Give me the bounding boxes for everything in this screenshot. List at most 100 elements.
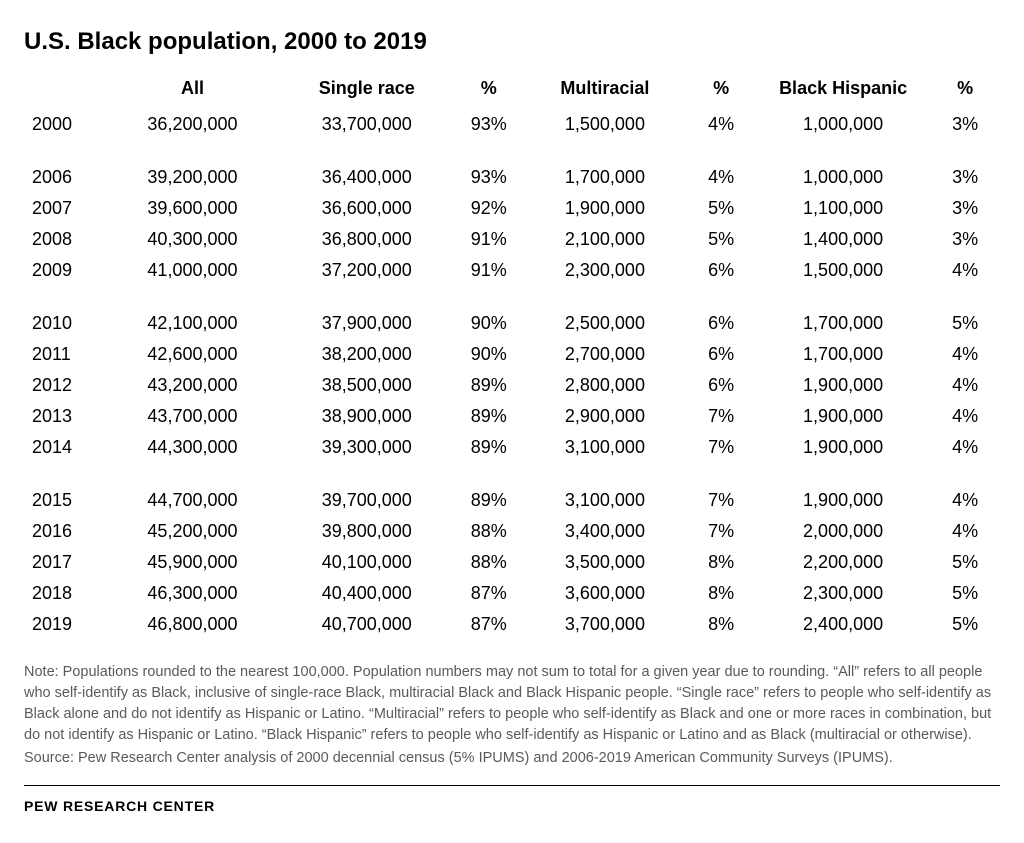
cell-all: 36,200,000 [105, 109, 279, 140]
table-row: 201946,800,00040,700,00087%3,700,0008%2,… [24, 609, 1000, 640]
cell-all: 39,200,000 [105, 162, 279, 193]
table-row: 200739,600,00036,600,00092%1,900,0005%1,… [24, 193, 1000, 224]
cell-hisp-pct: 4% [930, 516, 1000, 547]
population-table: All Single race % Multiracial % Black Hi… [24, 74, 1000, 640]
table-row: 200840,300,00036,800,00091%2,100,0005%1,… [24, 224, 1000, 255]
cell-year: 2007 [24, 193, 105, 224]
cell-single: 38,200,000 [280, 339, 454, 370]
cell-multi: 2,100,000 [524, 224, 687, 255]
cell-multi: 2,800,000 [524, 370, 687, 401]
cell-single: 37,200,000 [280, 255, 454, 286]
cell-hisp-pct: 4% [930, 432, 1000, 463]
table-row: 200941,000,00037,200,00091%2,300,0006%1,… [24, 255, 1000, 286]
cell-hisp: 1,000,000 [756, 109, 930, 140]
cell-multi: 2,700,000 [524, 339, 687, 370]
cell-multi-pct: 4% [686, 109, 756, 140]
cell-multi-pct: 6% [686, 308, 756, 339]
cell-single: 39,800,000 [280, 516, 454, 547]
cell-multi: 3,700,000 [524, 609, 687, 640]
cell-single-pct: 90% [454, 308, 524, 339]
table-row: 201142,600,00038,200,00090%2,700,0006%1,… [24, 339, 1000, 370]
header-hisp-pct: % [930, 74, 1000, 109]
cell-year: 2012 [24, 370, 105, 401]
cell-hisp-pct: 4% [930, 370, 1000, 401]
cell-hisp: 1,900,000 [756, 401, 930, 432]
cell-hisp: 1,900,000 [756, 485, 930, 516]
cell-all: 46,300,000 [105, 578, 279, 609]
cell-multi-pct: 8% [686, 547, 756, 578]
cell-hisp: 2,400,000 [756, 609, 930, 640]
cell-all: 46,800,000 [105, 609, 279, 640]
cell-multi-pct: 6% [686, 370, 756, 401]
cell-single-pct: 91% [454, 224, 524, 255]
cell-hisp-pct: 4% [930, 401, 1000, 432]
cell-hisp: 2,300,000 [756, 578, 930, 609]
table-header-row: All Single race % Multiracial % Black Hi… [24, 74, 1000, 109]
cell-multi-pct: 7% [686, 432, 756, 463]
cell-hisp-pct: 5% [930, 308, 1000, 339]
cell-all: 41,000,000 [105, 255, 279, 286]
cell-single-pct: 93% [454, 109, 524, 140]
table-row: 201846,300,00040,400,00087%3,600,0008%2,… [24, 578, 1000, 609]
cell-single: 36,800,000 [280, 224, 454, 255]
table-row: 201243,200,00038,500,00089%2,800,0006%1,… [24, 370, 1000, 401]
cell-single: 36,400,000 [280, 162, 454, 193]
cell-year: 2011 [24, 339, 105, 370]
header-year [24, 74, 105, 109]
cell-hisp-pct: 3% [930, 193, 1000, 224]
cell-multi-pct: 8% [686, 578, 756, 609]
cell-multi: 3,100,000 [524, 485, 687, 516]
cell-multi: 1,700,000 [524, 162, 687, 193]
cell-single: 40,100,000 [280, 547, 454, 578]
cell-all: 40,300,000 [105, 224, 279, 255]
cell-multi: 3,600,000 [524, 578, 687, 609]
gap-row [24, 140, 1000, 162]
cell-year: 2014 [24, 432, 105, 463]
cell-single-pct: 88% [454, 547, 524, 578]
cell-year: 2010 [24, 308, 105, 339]
cell-single-pct: 90% [454, 339, 524, 370]
cell-single: 40,400,000 [280, 578, 454, 609]
cell-year: 2000 [24, 109, 105, 140]
cell-multi-pct: 6% [686, 255, 756, 286]
cell-year: 2013 [24, 401, 105, 432]
cell-multi: 2,900,000 [524, 401, 687, 432]
cell-hisp: 1,700,000 [756, 308, 930, 339]
cell-hisp-pct: 5% [930, 609, 1000, 640]
cell-all: 45,900,000 [105, 547, 279, 578]
cell-single-pct: 89% [454, 370, 524, 401]
cell-single-pct: 92% [454, 193, 524, 224]
table-row: 201444,300,00039,300,00089%3,100,0007%1,… [24, 432, 1000, 463]
header-all: All [105, 74, 279, 109]
cell-hisp-pct: 3% [930, 162, 1000, 193]
table-row: 201645,200,00039,800,00088%3,400,0007%2,… [24, 516, 1000, 547]
cell-year: 2018 [24, 578, 105, 609]
cell-year: 2016 [24, 516, 105, 547]
table-row: 200639,200,00036,400,00093%1,700,0004%1,… [24, 162, 1000, 193]
cell-multi: 3,400,000 [524, 516, 687, 547]
cell-year: 2009 [24, 255, 105, 286]
header-single-pct: % [454, 74, 524, 109]
cell-year: 2006 [24, 162, 105, 193]
cell-year: 2019 [24, 609, 105, 640]
cell-hisp-pct: 4% [930, 485, 1000, 516]
cell-multi-pct: 5% [686, 193, 756, 224]
cell-hisp-pct: 3% [930, 224, 1000, 255]
cell-multi: 3,100,000 [524, 432, 687, 463]
cell-hisp: 2,000,000 [756, 516, 930, 547]
cell-multi-pct: 5% [686, 224, 756, 255]
cell-all: 44,700,000 [105, 485, 279, 516]
cell-single-pct: 93% [454, 162, 524, 193]
note-text: Note: Populations rounded to the nearest… [24, 662, 1000, 746]
cell-all: 42,600,000 [105, 339, 279, 370]
cell-hisp: 1,500,000 [756, 255, 930, 286]
gap-row [24, 463, 1000, 485]
cell-all: 43,200,000 [105, 370, 279, 401]
cell-multi-pct: 8% [686, 609, 756, 640]
cell-multi-pct: 7% [686, 401, 756, 432]
source-text: Source: Pew Research Center analysis of … [24, 748, 1000, 769]
cell-multi: 1,900,000 [524, 193, 687, 224]
divider-line [24, 785, 1000, 786]
cell-single: 39,700,000 [280, 485, 454, 516]
cell-multi: 3,500,000 [524, 547, 687, 578]
